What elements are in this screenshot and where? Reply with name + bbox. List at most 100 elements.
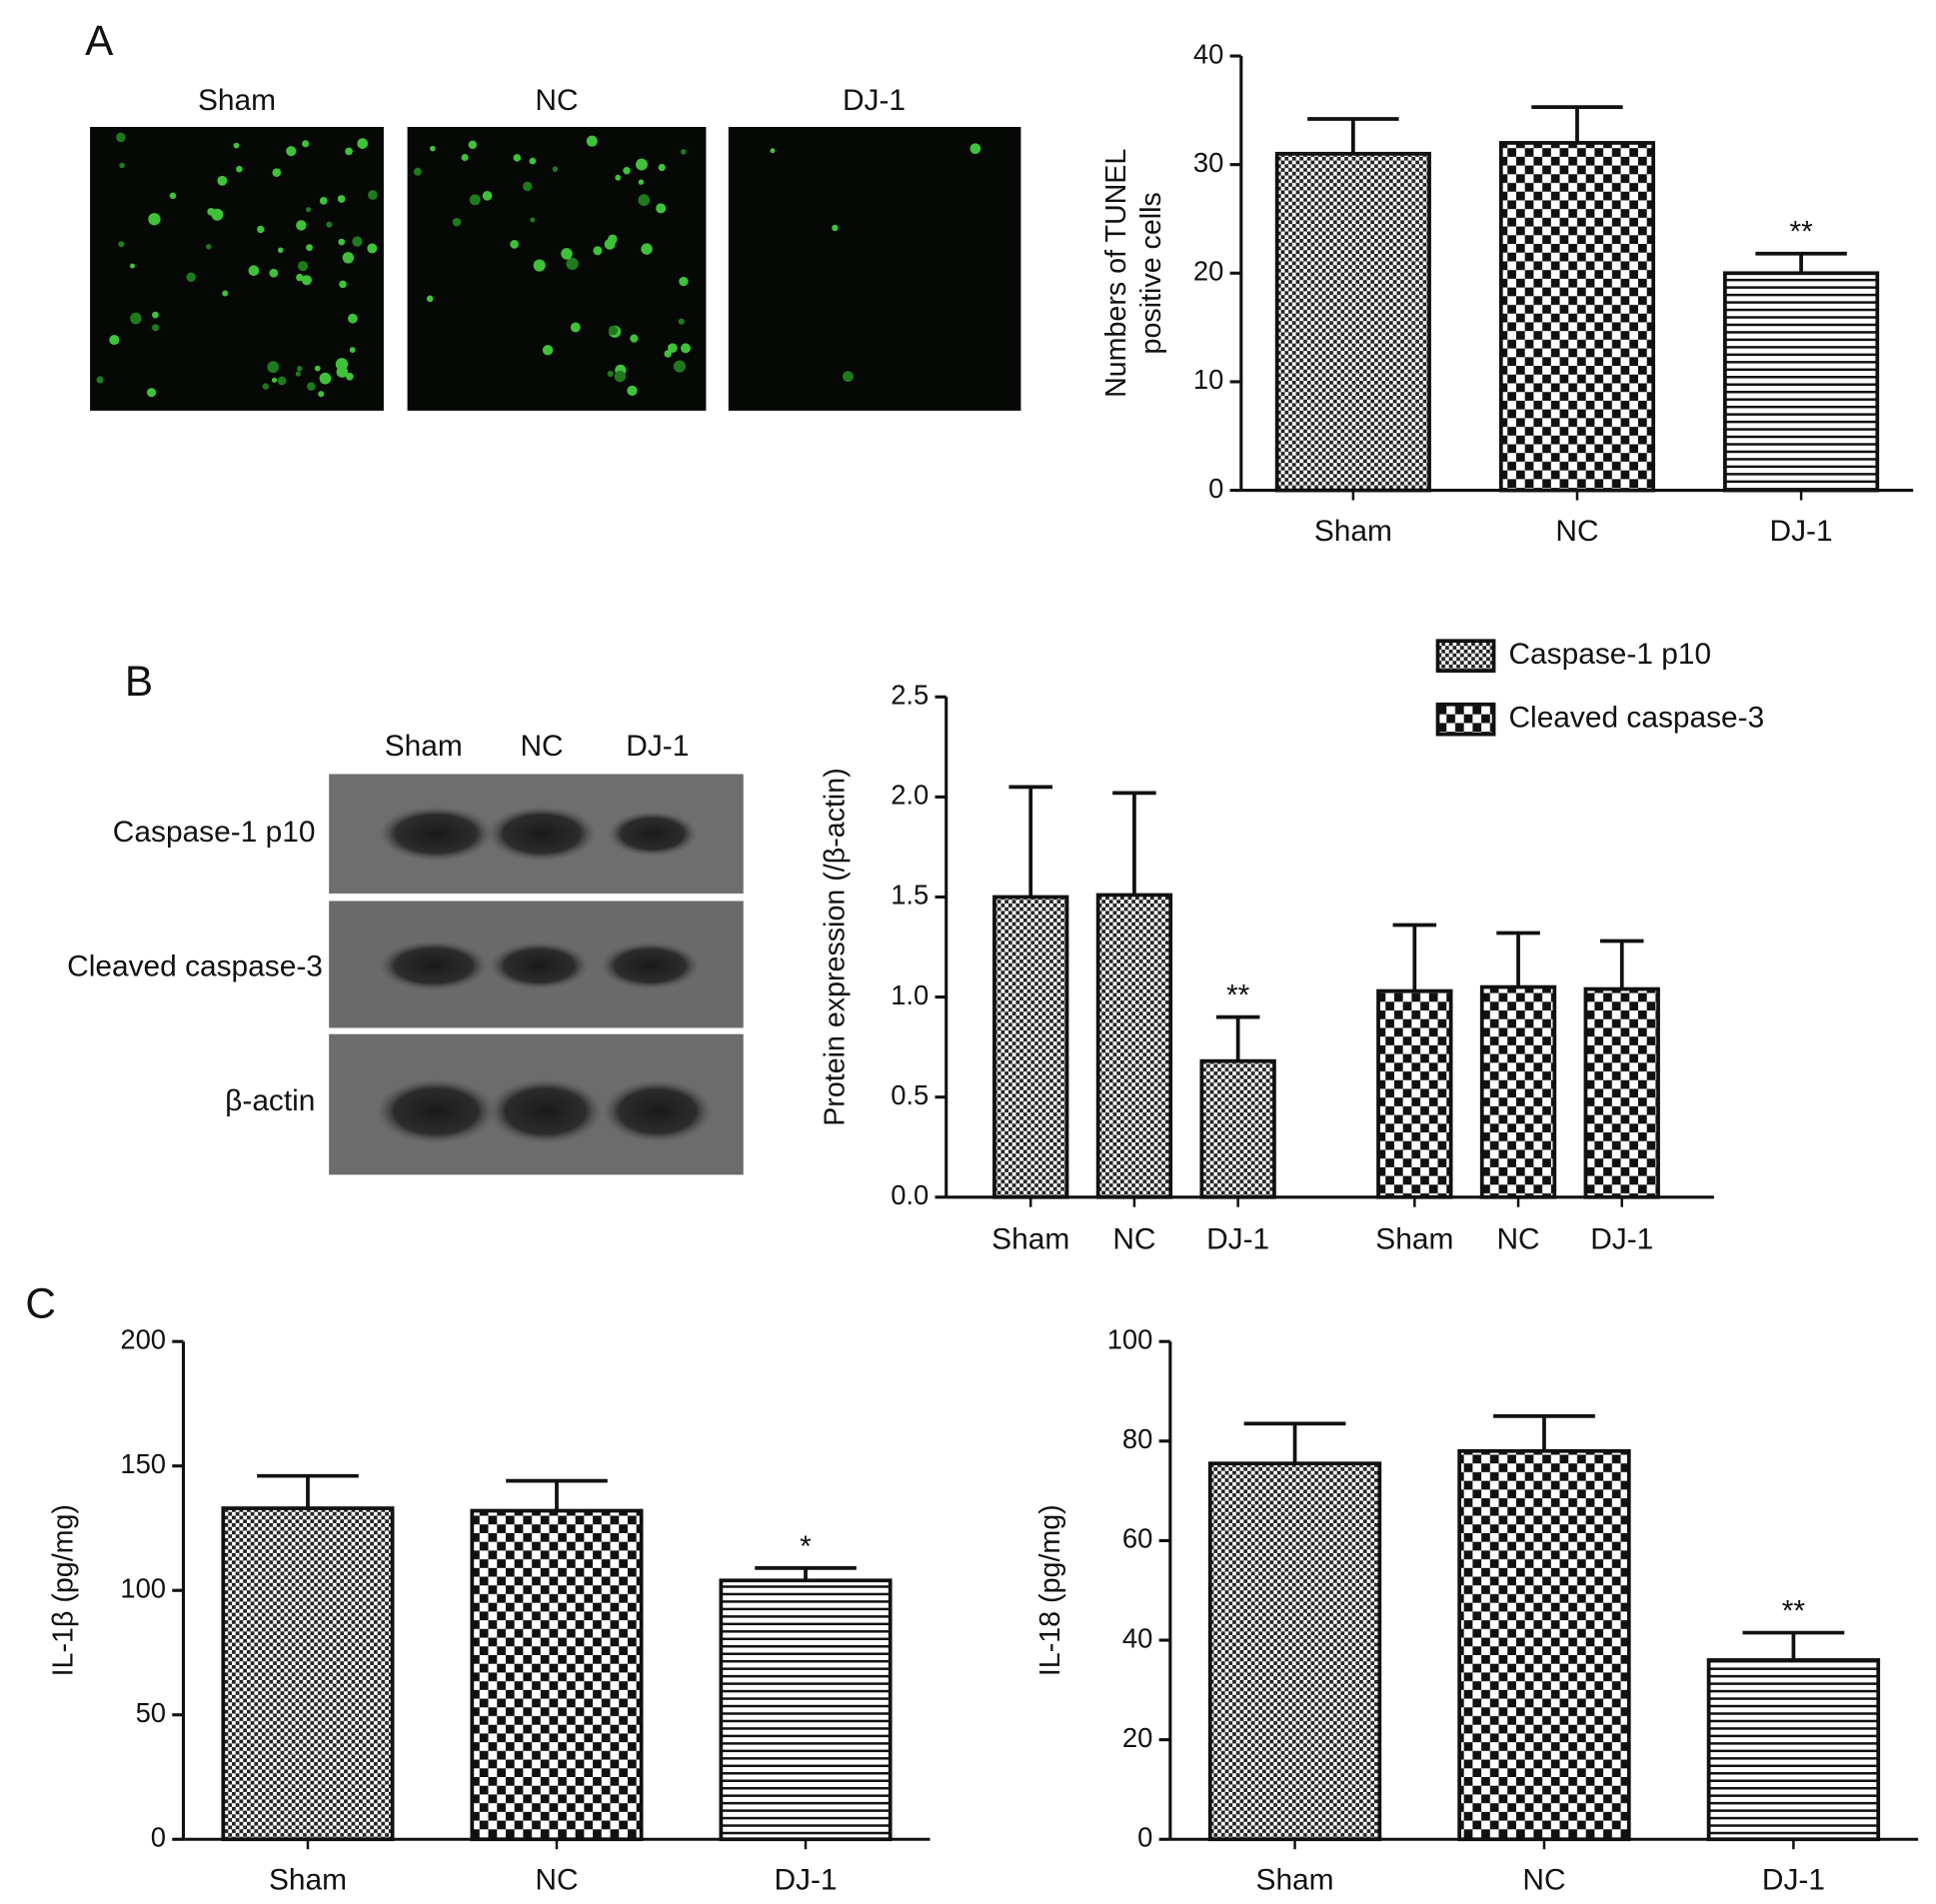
y-tick-label: 40 bbox=[1122, 1622, 1152, 1653]
x-tick-label: NC bbox=[1112, 1222, 1155, 1255]
cell-dot bbox=[272, 168, 282, 178]
cell-dot bbox=[561, 248, 573, 260]
cell-dot bbox=[679, 276, 689, 287]
cell-dot bbox=[146, 388, 157, 398]
x-tick-label: Sham bbox=[269, 1863, 347, 1896]
y-tick-label: 1.0 bbox=[891, 979, 929, 1010]
blot-band bbox=[603, 1079, 713, 1142]
cell-dot bbox=[345, 372, 354, 381]
cell-dot bbox=[627, 385, 638, 397]
x-tick-label: DJ-1 bbox=[1206, 1222, 1269, 1255]
bar bbox=[1376, 988, 1453, 1199]
bar bbox=[1457, 1448, 1631, 1842]
cell-dot bbox=[586, 135, 598, 147]
cell-dot bbox=[348, 313, 358, 324]
cell-dot bbox=[641, 243, 653, 255]
cell-dot bbox=[368, 190, 378, 200]
y-tick-label: 20 bbox=[1122, 1722, 1152, 1753]
cell-dot bbox=[668, 343, 678, 354]
cell-dot bbox=[286, 146, 297, 157]
legend-swatch bbox=[1435, 702, 1496, 737]
panel-label: B bbox=[125, 658, 153, 705]
panel-label: C bbox=[25, 1280, 56, 1327]
y-tick-label: 1.5 bbox=[891, 880, 929, 911]
y-tick-label: 2.0 bbox=[891, 780, 929, 811]
cell-dot bbox=[318, 391, 325, 398]
x-tick-label: Sham bbox=[1314, 515, 1392, 548]
lane-label: Sham bbox=[385, 730, 463, 763]
y-tick-label: 20 bbox=[1193, 256, 1223, 287]
cell-dot bbox=[152, 311, 159, 319]
micrograph-label: Sham bbox=[198, 84, 276, 117]
cell-dot bbox=[306, 244, 313, 252]
band-label: Caspase-1 p10 bbox=[113, 816, 316, 849]
x-tick-label: Sham bbox=[1256, 1863, 1334, 1896]
micrograph-label: DJ-1 bbox=[843, 84, 906, 117]
cell-dot bbox=[319, 372, 332, 385]
cell-dot bbox=[233, 142, 240, 149]
cell-dot bbox=[552, 166, 559, 172]
cell-dot bbox=[530, 217, 536, 223]
cell-dot bbox=[656, 203, 667, 214]
cell-dot bbox=[615, 174, 622, 181]
x-tick-label: Sham bbox=[1375, 1222, 1453, 1255]
bar bbox=[470, 1508, 644, 1842]
cell-dot bbox=[357, 138, 369, 149]
y-tick-label: 40 bbox=[1193, 38, 1223, 69]
cell-dot bbox=[664, 350, 672, 358]
cell-dot bbox=[207, 207, 216, 216]
cell-dot bbox=[352, 236, 363, 247]
cell-dot bbox=[118, 241, 125, 248]
y-tick-label: 60 bbox=[1122, 1523, 1152, 1554]
cell-dot bbox=[298, 261, 309, 272]
micrographs: Sham NC DJ-1 bbox=[90, 84, 1021, 411]
legend-swatch bbox=[1435, 639, 1496, 673]
cell-dot bbox=[969, 143, 981, 155]
bar bbox=[1498, 141, 1656, 493]
bar bbox=[1274, 151, 1431, 493]
significance-label: * bbox=[800, 1530, 812, 1563]
cell-dot bbox=[469, 194, 481, 206]
cell-dot bbox=[678, 318, 685, 325]
bar bbox=[1583, 986, 1660, 1199]
cell-dot bbox=[638, 194, 651, 207]
cell-dot bbox=[222, 290, 229, 297]
panel-label: A bbox=[85, 17, 114, 64]
bar bbox=[221, 1506, 395, 1842]
cell-dot bbox=[681, 343, 691, 354]
cell-dot bbox=[542, 345, 554, 356]
cell-dot bbox=[271, 377, 278, 383]
cell-dot bbox=[607, 370, 614, 378]
cell-dot bbox=[295, 371, 302, 377]
significance-label: ** bbox=[1226, 979, 1250, 1012]
y-tick-label: 100 bbox=[1107, 1323, 1153, 1354]
y-axis-label: Numbers of TUNEL bbox=[1100, 149, 1132, 398]
y-tick-label: 50 bbox=[136, 1697, 166, 1728]
cell-dot bbox=[306, 207, 312, 213]
blot-band bbox=[488, 1078, 604, 1144]
blot-band bbox=[489, 942, 590, 989]
cell-dot bbox=[262, 383, 269, 390]
cell-dot bbox=[335, 358, 349, 371]
y-tick-label: 0.0 bbox=[891, 1179, 929, 1210]
micrograph bbox=[90, 127, 384, 411]
y-tick-label: 150 bbox=[120, 1448, 166, 1479]
cell-dot bbox=[109, 334, 120, 346]
micrograph bbox=[728, 127, 1021, 411]
y-tick-label: 0 bbox=[1137, 1821, 1152, 1852]
cell-dot bbox=[510, 240, 519, 249]
x-tick-label: NC bbox=[535, 1863, 578, 1896]
bar bbox=[719, 1578, 893, 1842]
cell-dot bbox=[267, 361, 280, 374]
x-tick-label: DJ-1 bbox=[1762, 1863, 1825, 1896]
bar bbox=[992, 895, 1069, 1199]
cell-dot bbox=[342, 252, 355, 264]
cell-dot bbox=[96, 376, 104, 384]
cell-dot bbox=[832, 224, 839, 232]
y-tick-label: 80 bbox=[1122, 1423, 1152, 1454]
bar bbox=[1207, 1461, 1382, 1842]
micrograph-label: NC bbox=[535, 84, 578, 117]
cell-dot bbox=[307, 382, 316, 391]
cell-dot bbox=[658, 163, 666, 172]
